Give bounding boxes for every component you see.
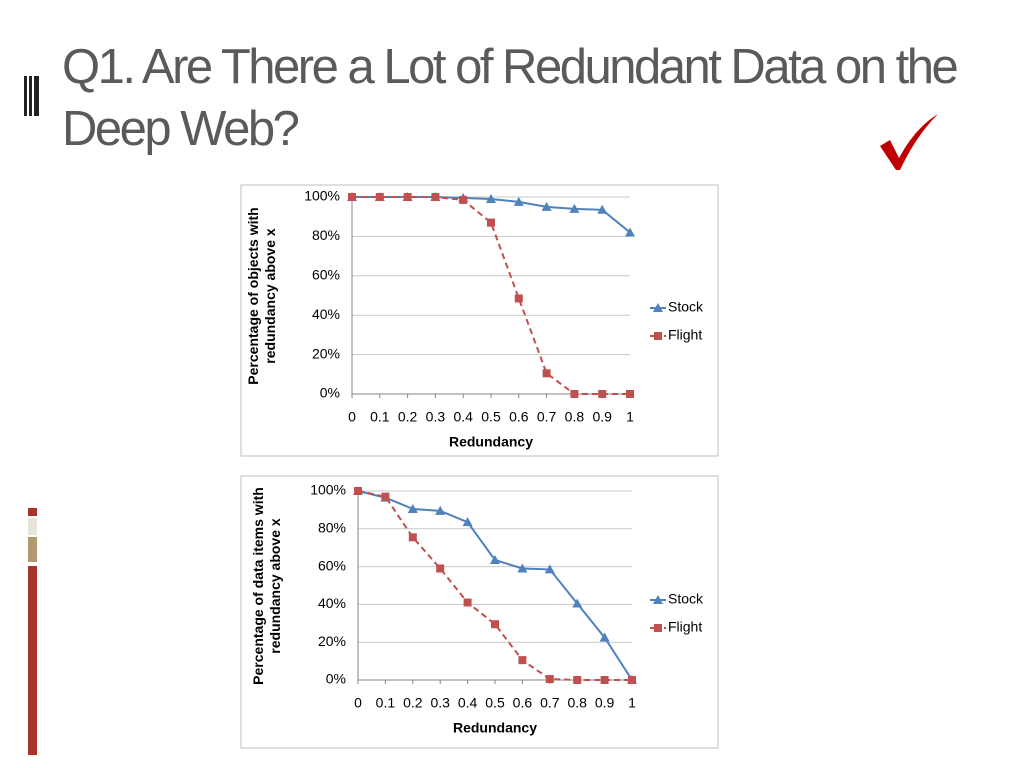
y-tick-label: 100% (304, 188, 340, 204)
legend-marker (654, 624, 662, 632)
marker (542, 369, 551, 378)
marker (486, 193, 496, 203)
marker (545, 675, 554, 684)
marker (513, 196, 524, 206)
marker (517, 563, 528, 573)
marker (514, 294, 523, 303)
x-tick-label: 0 (348, 409, 356, 425)
slide-title: Q1. Are There a Lot of Redundant Data on… (62, 40, 959, 156)
x-axis-title: Redundancy (453, 720, 537, 736)
x-tick-label: 0.1 (376, 695, 396, 711)
marker (628, 676, 636, 684)
marker (541, 201, 552, 211)
x-tick-label: 0.9 (592, 409, 612, 425)
y-tick-label: 0% (326, 671, 346, 687)
x-tick-label: 0.4 (453, 409, 473, 425)
marker (407, 503, 418, 513)
marker (403, 193, 412, 201)
x-tick-label: 0.8 (567, 695, 587, 711)
decoration (24, 76, 938, 755)
x-tick-label: 0.6 (509, 409, 529, 425)
marker (459, 195, 468, 204)
y-tick-label: 40% (312, 306, 340, 322)
marker (463, 598, 472, 607)
legend-label: Stock (668, 299, 704, 315)
x-tick-label: 0.6 (513, 695, 533, 711)
chart-frame (240, 475, 719, 749)
marker (572, 598, 583, 608)
y-axis-title: Percentage of data items with redundancy… (250, 486, 283, 685)
x-tick-label: 0.3 (426, 409, 446, 425)
y-tick-label: 80% (312, 227, 340, 243)
marker (600, 676, 609, 684)
x-tick-label: 0.8 (565, 409, 585, 425)
y-tick-label: 80% (318, 520, 346, 536)
marker (375, 193, 384, 201)
marker (570, 390, 579, 398)
marker (490, 554, 500, 564)
marker (544, 564, 555, 574)
x-tick-label: 1 (628, 695, 636, 711)
x-tick-label: 0.2 (398, 409, 418, 425)
y-tick-label: 40% (318, 595, 346, 611)
marker (435, 505, 446, 515)
marker (518, 656, 527, 665)
x-tick-label: 0.2 (403, 695, 423, 711)
x-tick-label: 0.5 (481, 409, 501, 425)
y-tick-label: 60% (312, 267, 340, 283)
marker (431, 193, 440, 201)
x-tick-label: 1 (626, 409, 634, 425)
legend-label: Flight (668, 619, 702, 635)
marker (408, 533, 417, 542)
y-tick-label: 20% (318, 633, 346, 649)
legend-marker (653, 595, 663, 604)
x-axis-title: Redundancy (449, 434, 533, 450)
marker (381, 492, 390, 501)
marker (436, 564, 445, 573)
y-tick-label: 20% (312, 345, 340, 361)
marker (626, 390, 634, 398)
y-tick-label: 60% (318, 557, 346, 573)
series-line (357, 490, 632, 681)
x-tick-label: 0.5 (485, 695, 505, 711)
marker (598, 390, 607, 398)
legend-label: Flight (668, 327, 702, 343)
y-tick-label: 0% (320, 385, 340, 401)
x-tick-label: 0.9 (595, 695, 615, 711)
marker (354, 487, 362, 495)
legend-marker (653, 303, 663, 312)
x-tick-label: 0.1 (370, 409, 390, 425)
x-tick-label: 0 (354, 695, 362, 711)
marker (491, 620, 499, 629)
x-tick-label: 0.7 (540, 695, 560, 711)
x-tick-label: 0.3 (430, 695, 450, 711)
marker (625, 227, 635, 237)
marker (569, 203, 580, 213)
marker (487, 218, 495, 227)
chart-frame (240, 184, 719, 457)
legend-label: Stock (668, 591, 704, 607)
marker (348, 193, 356, 201)
marker (573, 676, 582, 684)
series-line (352, 196, 630, 395)
marker (462, 517, 473, 527)
x-tick-label: 0.4 (458, 695, 478, 711)
x-tick-label: 0.7 (537, 409, 557, 425)
y-tick-label: 100% (310, 482, 346, 498)
y-axis-title: Percentage of objects with redundancy ab… (245, 206, 278, 385)
marker (599, 632, 610, 642)
legend-marker (654, 332, 662, 340)
marker (597, 204, 608, 214)
